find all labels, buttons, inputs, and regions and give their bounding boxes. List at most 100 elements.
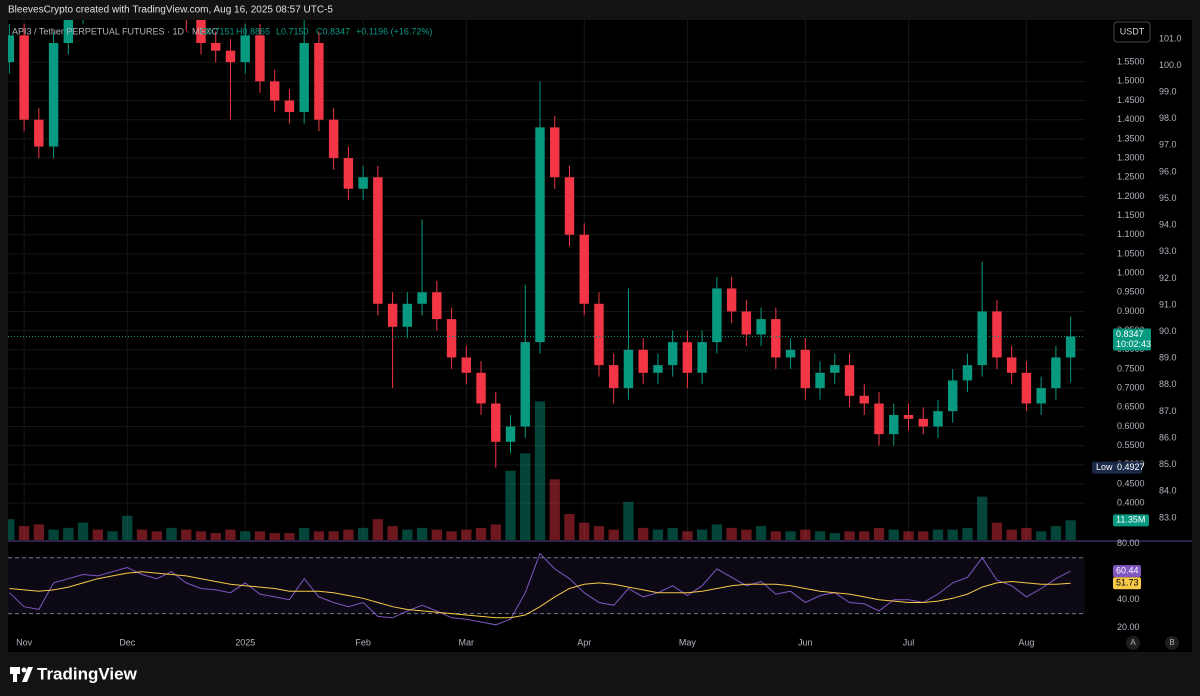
candle-body [402, 303, 413, 327]
candle-body [800, 349, 811, 389]
candle-body [1006, 357, 1017, 373]
low-label: Low [1096, 462, 1113, 472]
currency-label[interactable]: USDT [1120, 26, 1145, 36]
y-tick-label: 1.0500 [1117, 248, 1145, 258]
y-tick-label: 1.4500 [1117, 95, 1145, 105]
y-tick-label: 1.5500 [1117, 57, 1145, 67]
volume-bar [136, 529, 148, 540]
ohlc-change: +0.1196 (+16.72%) [356, 26, 432, 36]
y-tick-label: 0.7500 [1117, 363, 1145, 373]
volume-bar [667, 527, 678, 540]
candle-body [299, 43, 309, 113]
candle-body [328, 119, 339, 159]
y-tick-label: 1.2500 [1117, 172, 1145, 182]
volume-bar [1035, 531, 1047, 540]
volume-bar [254, 531, 266, 540]
candle-body [358, 177, 368, 189]
volume-bar [77, 522, 89, 540]
volume-bar [741, 529, 752, 540]
volume-bar [475, 527, 487, 540]
y2-tick-label: 93.0 [1159, 246, 1177, 256]
countdown-label: 10:02:43 [1116, 339, 1151, 349]
currency-button[interactable] [1113, 21, 1151, 43]
volume-bar [387, 526, 398, 540]
volume-bar [18, 526, 30, 540]
scale-button[interactable] [1126, 636, 1140, 650]
candle-body [196, 20, 206, 44]
volume-bar [800, 529, 811, 540]
rsi-line [9, 552, 1071, 626]
overlay: API3 / Tether PERPETUAL FUTURES · 1D · M… [8, 21, 1192, 683]
main-pane [8, 20, 1085, 540]
x-tick-label: Apr [577, 637, 591, 647]
candle-body [417, 292, 427, 304]
y-tick-label: 0.7000 [1117, 383, 1145, 393]
volume-bar [490, 524, 501, 540]
candle-body [505, 426, 516, 442]
volume-bar [755, 526, 767, 540]
candle-body [771, 319, 781, 358]
candle-body [1051, 357, 1061, 389]
volume-bar [1065, 520, 1076, 540]
y2-tick-label: 89.0 [1159, 353, 1177, 363]
volume-bar [1050, 526, 1062, 540]
candle-body [34, 119, 44, 147]
volume-bar [608, 529, 619, 540]
rsi-tick-label: 40.00 [1117, 594, 1140, 604]
volume-bar [151, 531, 162, 540]
candle-body [785, 349, 796, 358]
volume-bar [903, 531, 914, 540]
scale-button-label[interactable]: A [1130, 638, 1136, 647]
volume-box [1113, 514, 1149, 527]
volume-bar [947, 529, 958, 540]
volume-bar [357, 527, 369, 540]
volume-bar [652, 529, 664, 540]
candle-body [756, 319, 766, 335]
volume-bar [579, 522, 590, 540]
volume-bar [859, 531, 870, 540]
low-value: 0.4927 [1117, 462, 1145, 472]
volume-bar [166, 527, 177, 540]
x-tick-label: 2025 [235, 637, 255, 647]
volume-bar [225, 529, 236, 540]
volume-bar [682, 531, 693, 540]
ohlc-open: O0.7151 [200, 26, 235, 36]
volume-bar [888, 529, 899, 540]
y2-tick-label: 85.0 [1159, 459, 1177, 469]
candle-body [653, 365, 663, 373]
volume-bar [932, 529, 944, 540]
candle-body [476, 372, 486, 404]
x-tick-label: Aug [1018, 637, 1034, 647]
candle-body [697, 342, 707, 373]
candle-body [859, 395, 869, 404]
candle-body [579, 234, 589, 304]
candle-body [594, 303, 604, 366]
y2-tick-label: 83.0 [1159, 512, 1177, 522]
y-tick-label: 1.4000 [1117, 114, 1145, 124]
y-tick-label: 1.0000 [1117, 267, 1145, 277]
volume-bar [48, 529, 59, 540]
volume-bar [1006, 529, 1017, 540]
scale-button-label[interactable]: B [1169, 638, 1174, 647]
candle-body [667, 342, 678, 366]
candle-body [638, 349, 648, 373]
candle-body [1036, 388, 1046, 404]
candle-body [682, 342, 693, 373]
candle-body [741, 311, 752, 335]
y2-tick-label: 101.0 [1159, 33, 1182, 43]
candle-body [314, 43, 324, 120]
candle-body [387, 303, 398, 327]
y-tick-label: 1.5000 [1117, 76, 1145, 86]
scale-button[interactable] [1165, 636, 1179, 650]
x-tick-label: Nov [16, 637, 33, 647]
candle-body [918, 418, 928, 427]
volume-bar [210, 533, 221, 540]
volume-bar [461, 529, 472, 540]
candle-body [181, 20, 191, 21]
footer-logo [10, 667, 33, 682]
volume-bar [638, 527, 649, 540]
y2-tick-label: 95.0 [1159, 193, 1177, 203]
y-tick-label: 1.1500 [1117, 210, 1145, 220]
last-price-label: 0.8347 [1116, 329, 1144, 339]
